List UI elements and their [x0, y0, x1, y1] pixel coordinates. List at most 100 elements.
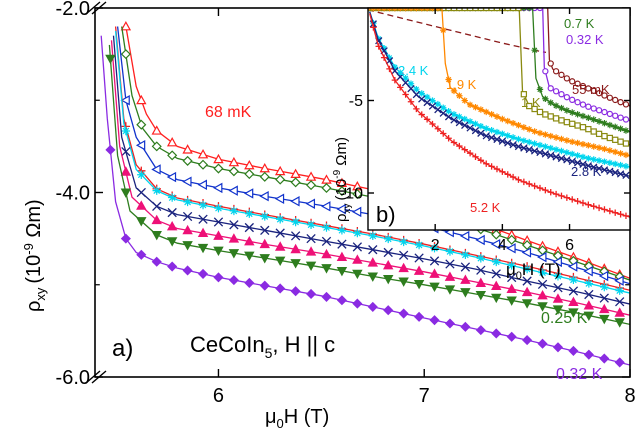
data-point — [595, 107, 603, 114]
data-point — [547, 85, 554, 92]
data-point — [622, 163, 630, 170]
data-point — [440, 104, 447, 111]
data-point — [552, 305, 564, 315]
data-point — [504, 117, 511, 125]
data-point — [585, 114, 592, 122]
data-point — [439, 109, 447, 117]
data-point — [275, 228, 285, 238]
data-point — [491, 280, 502, 291]
data-point — [595, 144, 603, 151]
data-point — [477, 129, 485, 137]
data-point — [585, 201, 592, 208]
inset-panel: 2 4 6 -5 -10 b) μ0H (T) ρxy(10-9 Ωm) 0.7 K0.… — [332, 7, 631, 282]
x-tick-label: 7 — [419, 385, 430, 407]
data-point — [460, 288, 471, 298]
data-point — [601, 206, 608, 213]
data-point — [407, 80, 415, 87]
data-point — [228, 275, 239, 286]
data-point — [120, 49, 131, 60]
data-point — [606, 134, 614, 142]
data-point — [466, 124, 474, 132]
data-point — [538, 268, 547, 277]
data-point — [461, 146, 468, 153]
main-x-axis-label: μ0H (T) — [265, 406, 329, 431]
data-point — [595, 164, 603, 173]
data-point — [491, 328, 502, 339]
data-point — [520, 137, 528, 144]
data-point — [583, 349, 594, 360]
data-point — [585, 125, 592, 133]
data-point — [622, 101, 630, 108]
data-point — [542, 95, 549, 102]
data-point — [459, 230, 470, 242]
data-point — [444, 113, 453, 121]
data-point — [547, 60, 554, 67]
data-point — [536, 129, 544, 137]
inset-plot-area — [368, 8, 630, 220]
data-point — [514, 142, 523, 151]
data-point — [499, 115, 506, 123]
data-point — [536, 86, 544, 93]
inset-label-2-4-k: 2.4 K — [398, 63, 429, 78]
data-point — [259, 280, 270, 291]
data-point — [444, 318, 456, 329]
data-point — [213, 230, 224, 240]
data-point — [568, 296, 579, 307]
data-point — [612, 160, 619, 168]
data-point — [499, 130, 506, 137]
data-point — [537, 302, 548, 312]
data-point — [526, 180, 533, 188]
data-point — [198, 200, 208, 210]
data-point — [574, 99, 581, 106]
data-point — [504, 139, 512, 147]
data-point — [520, 124, 528, 131]
data-point — [391, 76, 399, 84]
data-point — [352, 254, 363, 264]
data-point — [537, 290, 548, 300]
inset-label-1-k: 1 K — [521, 95, 541, 110]
data-point — [477, 8, 485, 12]
data-point — [228, 185, 238, 196]
data-point — [476, 265, 486, 275]
data-point — [260, 225, 270, 235]
data-point — [167, 207, 177, 218]
data-point — [483, 160, 490, 167]
series-line — [369, 13, 630, 218]
data-point — [461, 97, 468, 104]
data-point — [483, 108, 490, 116]
data-point — [472, 153, 479, 160]
data-point — [213, 217, 224, 227]
data-point — [583, 300, 595, 310]
y-tick-label: -6.0 — [56, 367, 90, 389]
data-point — [477, 106, 485, 113]
data-point — [167, 193, 177, 202]
data-point — [574, 122, 581, 129]
data-point — [600, 282, 609, 292]
data-point — [413, 85, 420, 93]
data-point — [552, 256, 562, 268]
y-tick-label: -5 — [349, 93, 363, 110]
data-point — [574, 198, 581, 205]
data-point — [601, 132, 608, 140]
data-point — [574, 111, 581, 118]
data-point — [612, 209, 619, 216]
data-point — [558, 104, 565, 112]
data-point — [601, 108, 608, 116]
data-point — [260, 212, 269, 221]
x-tick-label: 6 — [213, 385, 224, 407]
data-point — [182, 144, 193, 154]
data-point — [472, 8, 479, 12]
data-point — [429, 268, 440, 278]
data-point — [601, 92, 608, 99]
data-point — [434, 106, 442, 114]
data-point — [197, 243, 209, 254]
data-point — [166, 237, 178, 247]
data-point — [120, 166, 132, 176]
data-point — [522, 276, 532, 286]
data-point — [557, 154, 566, 163]
data-point — [151, 256, 162, 267]
data-point — [368, 231, 377, 241]
data-point — [305, 198, 316, 209]
data-point — [321, 264, 332, 274]
data-point — [579, 124, 587, 131]
